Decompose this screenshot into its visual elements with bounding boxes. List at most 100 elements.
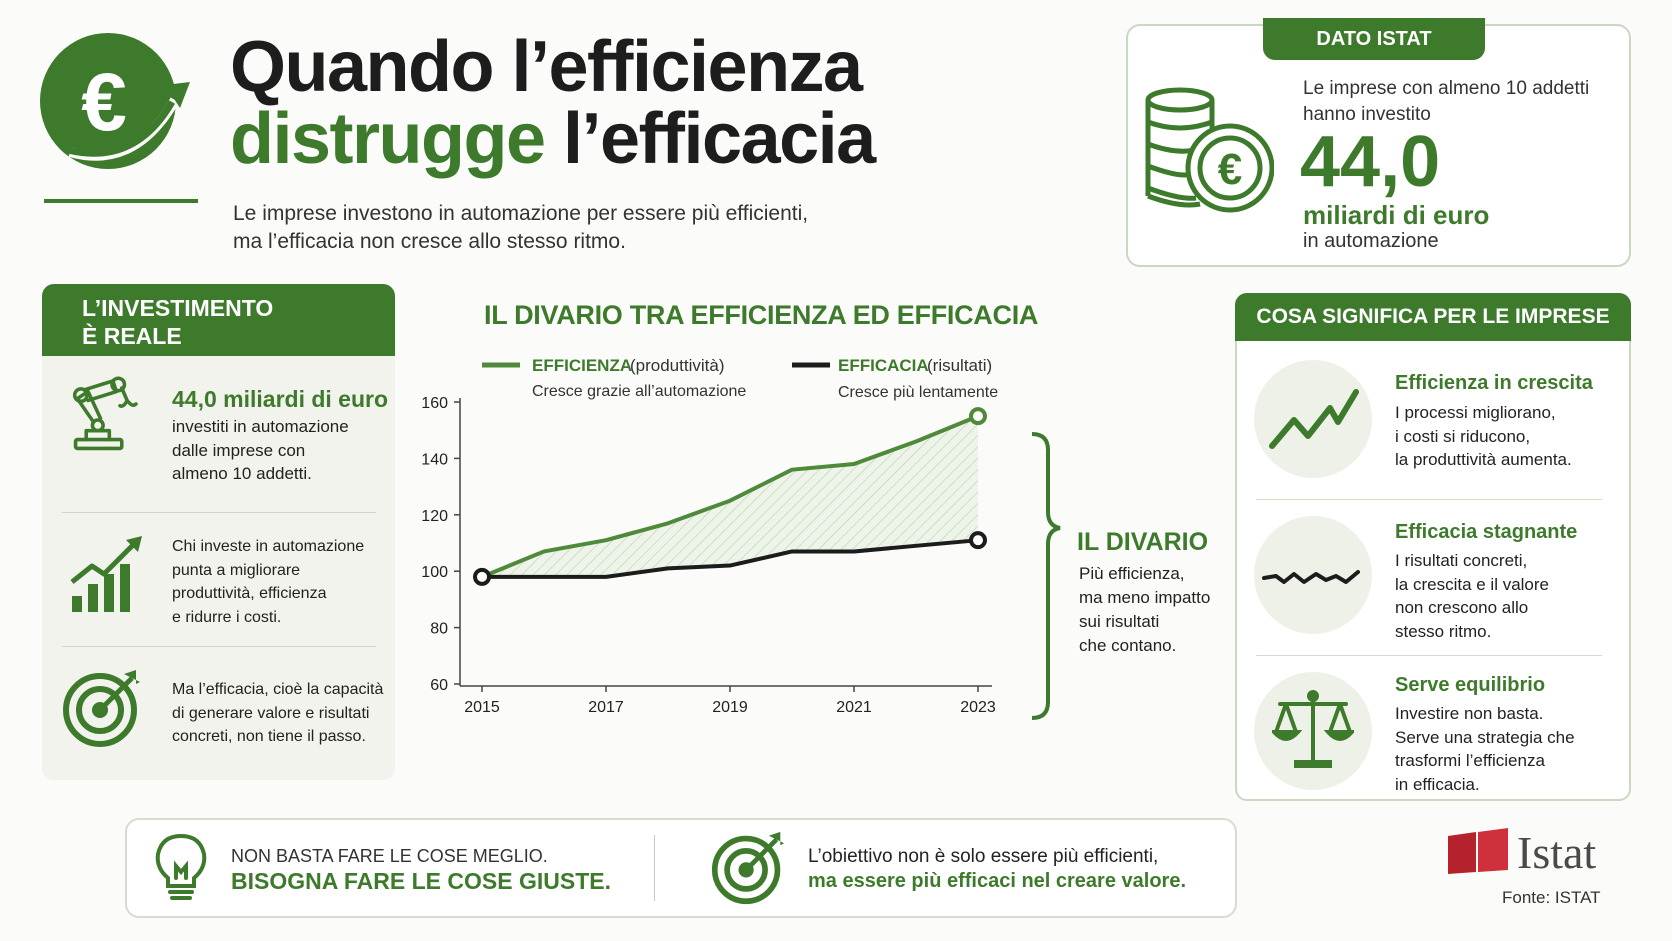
text-line: non crescono allo bbox=[1395, 598, 1529, 617]
svg-text:€: € bbox=[1218, 145, 1242, 194]
gap-brace bbox=[1031, 432, 1061, 720]
text-line: concreti, non tiene il passo. bbox=[172, 728, 366, 745]
text-line: in efficacia. bbox=[1395, 774, 1480, 794]
conclusion-right-line2: ma essere più efficaci nel creare valore… bbox=[808, 870, 1186, 892]
x-tick-label: 2023 bbox=[960, 699, 996, 716]
heading-line: È REALE bbox=[82, 323, 182, 349]
series-start-marker bbox=[473, 567, 491, 586]
text-line: Investire non basta. bbox=[1395, 704, 1544, 723]
efficiency-growth-title: Efficienza in crescita bbox=[1395, 372, 1593, 394]
text-line: produttività, efficienza bbox=[172, 585, 327, 602]
text-line: almeno 10 addetti. bbox=[172, 464, 312, 483]
text-line: i costi si riducono, bbox=[1395, 426, 1531, 446]
investment-panel-heading: L’INVESTIMENTO È REALE bbox=[42, 284, 395, 356]
y-tick-label: 160 bbox=[421, 395, 448, 412]
flat-line-icon bbox=[1262, 570, 1360, 584]
divider bbox=[62, 646, 376, 647]
istat-intro-line: hanno investito bbox=[1303, 104, 1431, 125]
y-tick-label: 80 bbox=[430, 621, 448, 638]
divider bbox=[62, 512, 376, 513]
conclusion-left-line2: BISOGNA FARE LE COSE GIUSTE. bbox=[231, 868, 611, 894]
investment-amount-title: 44,0 miliardi di euro bbox=[172, 386, 389, 412]
conclusion-right-line1: L’obiettivo non è solo essere più effici… bbox=[808, 846, 1159, 867]
text-line: che contano. bbox=[1079, 636, 1177, 655]
svg-text:€: € bbox=[81, 57, 127, 148]
series-line-efficienza bbox=[481, 414, 979, 579]
efficiency-growth-text: I processi migliorano, i costi si riduco… bbox=[1395, 401, 1572, 472]
text-line: Serve una strategia che bbox=[1395, 727, 1575, 747]
text-line: sui risultati bbox=[1079, 612, 1160, 631]
text-line: di generare valore e risultati bbox=[172, 704, 370, 722]
istat-card-tab: DATO ISTAT bbox=[1263, 18, 1485, 60]
series-line-efficacia bbox=[482, 538, 979, 579]
text-line: I risultati concreti, bbox=[1395, 551, 1528, 570]
istat-unit: miliardi di euro bbox=[1303, 200, 1490, 230]
conclusion-separator bbox=[654, 835, 655, 901]
chart-title: IL DIVARIO TRA EFFICIENZA ED EFFICACIA bbox=[484, 300, 1039, 330]
gap-area-hatch bbox=[482, 416, 978, 577]
source-note: Fonte: ISTAT bbox=[1502, 888, 1601, 907]
business-meaning-heading: COSA SIGNIFICA PER LE IMPRESE bbox=[1235, 293, 1631, 341]
conclusion-left-line1: NON BASTA FARE LE COSE MEGLIO. bbox=[231, 846, 548, 866]
text-line: Chi investe in automazione bbox=[172, 538, 365, 555]
efficacy-gap-text: Ma l’efficacia, cioè la capacità di gene… bbox=[172, 678, 383, 749]
istat-logo-icon bbox=[1448, 828, 1508, 874]
istat-logo-text: Istat bbox=[1517, 827, 1597, 878]
legend-efficacia-suffix: (risultati) bbox=[927, 356, 992, 375]
line-chart: EFFICIENZA (produttività) Cresce grazie … bbox=[421, 356, 1061, 720]
conclusion-banner bbox=[125, 818, 1237, 918]
y-tick-label: 60 bbox=[430, 677, 448, 694]
euro-growth-icon: € bbox=[40, 33, 190, 169]
legend-efficacia-name: EFFICACIA bbox=[838, 356, 929, 375]
gap-text: Più efficienza, ma meno impatto sui risu… bbox=[1079, 562, 1210, 658]
text-line: Più efficienza, bbox=[1079, 564, 1185, 583]
balance-text: Investire non basta. Serve una strategia… bbox=[1395, 702, 1575, 796]
icon-circle bbox=[1254, 360, 1372, 478]
text-line: I processi migliorano, bbox=[1395, 403, 1556, 422]
coins-euro-icon: € bbox=[1145, 87, 1274, 213]
legend-efficienza-suffix: (produttività) bbox=[630, 356, 724, 375]
investment-goal-text: Chi investe in automazione punta a migli… bbox=[172, 535, 364, 629]
series-end-marker-efficienza bbox=[969, 407, 987, 426]
subtitle-line: Le imprese investono in automazione per … bbox=[233, 202, 809, 225]
text-line: la crescita e il valore bbox=[1395, 574, 1550, 594]
rising-line-icon bbox=[1269, 389, 1359, 449]
page-title-line1: Quando l’efficienza bbox=[230, 27, 863, 107]
title-highlight: distrugge bbox=[230, 99, 546, 179]
text-line: investiti in automazione bbox=[172, 417, 349, 436]
istat-tail: in automazione bbox=[1303, 230, 1439, 252]
series-end-marker-efficacia bbox=[969, 531, 987, 550]
target-icon bbox=[711, 831, 785, 905]
target-icon bbox=[63, 670, 140, 747]
investment-panel bbox=[42, 284, 395, 780]
plot-area: 60 80 100 120 140 160 2015 2017 2019 2021 2023 bbox=[421, 395, 996, 716]
text-line: punta a migliorare bbox=[172, 561, 301, 579]
text-line: trasformi l’efficienza bbox=[1395, 751, 1545, 770]
legend-efficacia-desc: Cresce più lentamente bbox=[838, 384, 998, 401]
y-tick-label: 120 bbox=[421, 508, 448, 525]
text-line: ma meno impatto bbox=[1079, 588, 1211, 607]
text-line: la produttività aumenta. bbox=[1395, 450, 1572, 469]
lightbulb-icon bbox=[155, 833, 207, 900]
balance-title: Serve equilibrio bbox=[1395, 674, 1546, 696]
legend-efficienza-name: EFFICIENZA bbox=[532, 356, 632, 375]
x-tick-label: 2019 bbox=[712, 699, 748, 716]
istat-intro-line: Le imprese con almeno 10 addetti bbox=[1303, 78, 1590, 99]
divider bbox=[1256, 655, 1602, 656]
legend-efficienza-desc: Cresce grazie all’automazione bbox=[532, 383, 746, 400]
efficacy-stagnant-text: I risultati concreti, la crescita e il v… bbox=[1395, 549, 1549, 643]
subtitle-line: ma l’efficacia non cresce allo stesso ri… bbox=[233, 230, 626, 253]
y-tick-label: 100 bbox=[421, 564, 448, 581]
x-tick-label: 2015 bbox=[464, 699, 500, 716]
istat-intro: Le imprese con almeno 10 addetti hanno i… bbox=[1303, 76, 1613, 128]
text-line: e ridurre i costi. bbox=[172, 608, 282, 626]
title-rest: l’efficacia bbox=[544, 99, 876, 179]
scales-icon bbox=[1272, 690, 1354, 768]
gap-title: IL DIVARIO bbox=[1077, 528, 1209, 556]
x-tick-label: 2017 bbox=[588, 699, 624, 716]
growth-bars-icon bbox=[70, 536, 142, 612]
robot-arm-icon bbox=[72, 376, 138, 451]
istat-big-number: 44,0 bbox=[1300, 122, 1441, 202]
efficacy-stagnant-title: Efficacia stagnante bbox=[1395, 521, 1578, 543]
text-line: dalle imprese con bbox=[172, 440, 306, 460]
